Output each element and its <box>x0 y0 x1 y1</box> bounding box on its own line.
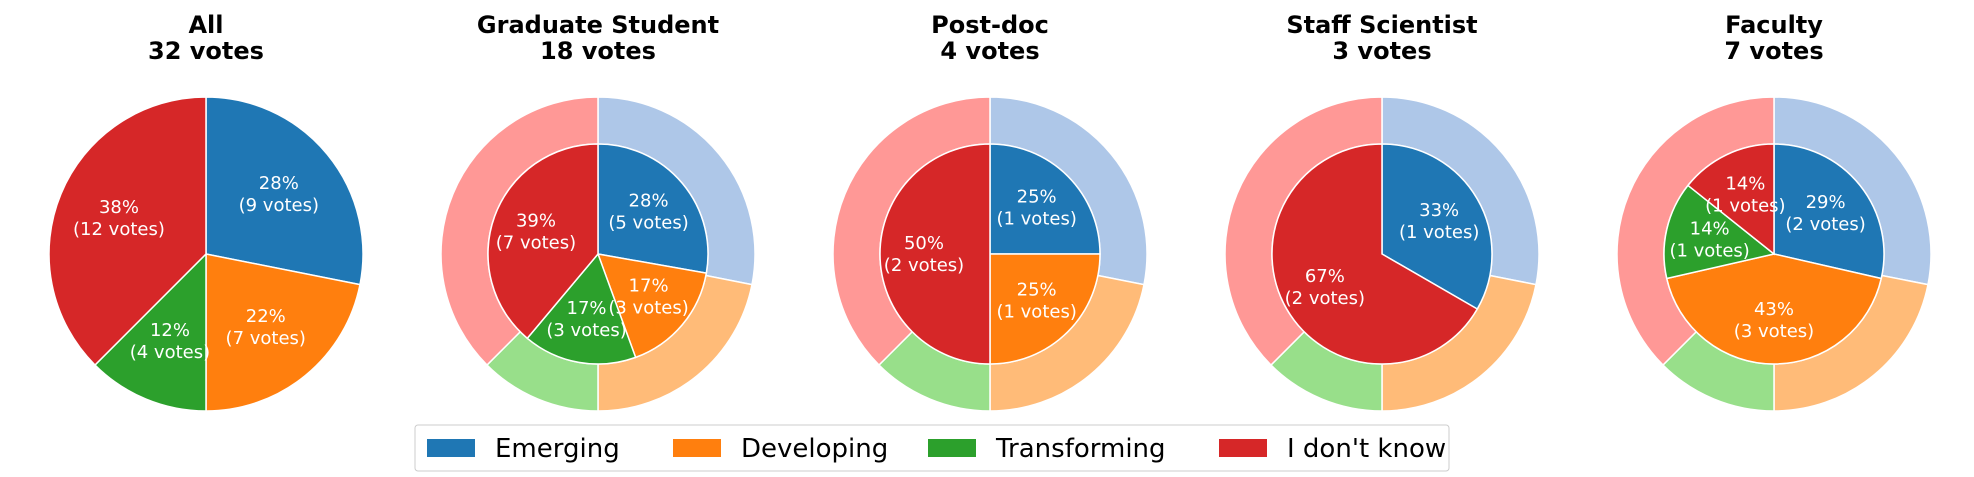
slice-label-i-don-t-know: 67% (2 votes) <box>1285 266 1365 309</box>
legend-swatch <box>928 439 976 457</box>
legend: Emerging Developing Transforming I don't kn… <box>414 424 1450 472</box>
slice-i-don-t-know <box>48 96 207 367</box>
legend-label: Transforming <box>995 434 1166 464</box>
slice-label-developing: 43% (3 votes) <box>1734 299 1814 342</box>
slice-label-i-don-t-know: 39% (7 votes) <box>496 210 576 253</box>
slice-emerging <box>1773 143 1885 280</box>
slice-i-don-t-know <box>1686 143 1775 256</box>
slice-developing <box>205 253 361 412</box>
panel-vote-count: 3 votes <box>1332 37 1431 65</box>
slice-label-transforming: 12% (4 votes) <box>130 320 210 363</box>
slice-label-emerging: 25% (1 votes) <box>996 186 1076 229</box>
slice-label-emerging: 28% (5 votes) <box>608 191 688 234</box>
slice-emerging <box>205 96 364 286</box>
panel-title: Faculty <box>1725 11 1823 39</box>
panel-title: All <box>188 11 223 39</box>
slice-i-don-t-know <box>487 143 599 340</box>
legend-swatch <box>427 439 475 457</box>
slice-developing <box>1665 253 1883 365</box>
legend-swatch <box>673 439 721 457</box>
slice-label-transforming: 17% (3 votes) <box>546 298 626 341</box>
panel-title: Graduate Student <box>477 11 719 39</box>
slice-label-emerging: 29% (2 votes) <box>1785 192 1865 235</box>
slice-emerging <box>1381 143 1493 311</box>
slice-label-i-don-t-know: 14% (1 votes) <box>1705 174 1785 217</box>
legend-item-i-don-t-know: I don't know <box>1219 434 1446 464</box>
slice-label-i-don-t-know: 38% (12 votes) <box>73 197 165 240</box>
slice-emerging <box>597 143 709 274</box>
legend-label: Developing <box>741 434 888 464</box>
panel-vote-count: 4 votes <box>940 37 1039 65</box>
panel-title: Staff Scientist <box>1286 11 1477 39</box>
slice-label-developing: 25% (1 votes) <box>996 280 1076 323</box>
slice-emerging <box>989 143 1101 255</box>
slice-i-don-t-know <box>879 143 991 365</box>
panel-vote-count: 18 votes <box>540 37 656 65</box>
slice-developing <box>989 253 1101 365</box>
slice-label-i-don-t-know: 50% (2 votes) <box>884 233 964 276</box>
slice-label-developing: 22% (7 votes) <box>226 306 306 349</box>
slice-transforming <box>1663 184 1776 280</box>
slice-label-developing: 17% (3 votes) <box>608 275 688 318</box>
slice-label-transforming: 14% (1 votes) <box>1669 218 1749 261</box>
panel-vote-count: 32 votes <box>148 37 264 65</box>
slice-transforming <box>93 252 207 412</box>
legend-label: I don't know <box>1287 434 1446 464</box>
legend-item-developing: Developing <box>673 434 888 464</box>
slice-label-emerging: 33% (1 votes) <box>1399 200 1479 243</box>
slice-label-emerging: 28% (9 votes) <box>239 173 319 216</box>
slice-i-don-t-know <box>1271 143 1479 365</box>
panel-title: Post-doc <box>931 11 1049 39</box>
legend-label: Emerging <box>495 434 620 464</box>
slice-developing <box>596 253 708 359</box>
legend-item-transforming: Transforming <box>928 434 1166 464</box>
slice-transforming <box>526 252 637 365</box>
legend-item-emerging: Emerging <box>427 434 620 464</box>
legend-swatch <box>1219 439 1267 457</box>
panel-vote-count: 7 votes <box>1724 37 1823 65</box>
